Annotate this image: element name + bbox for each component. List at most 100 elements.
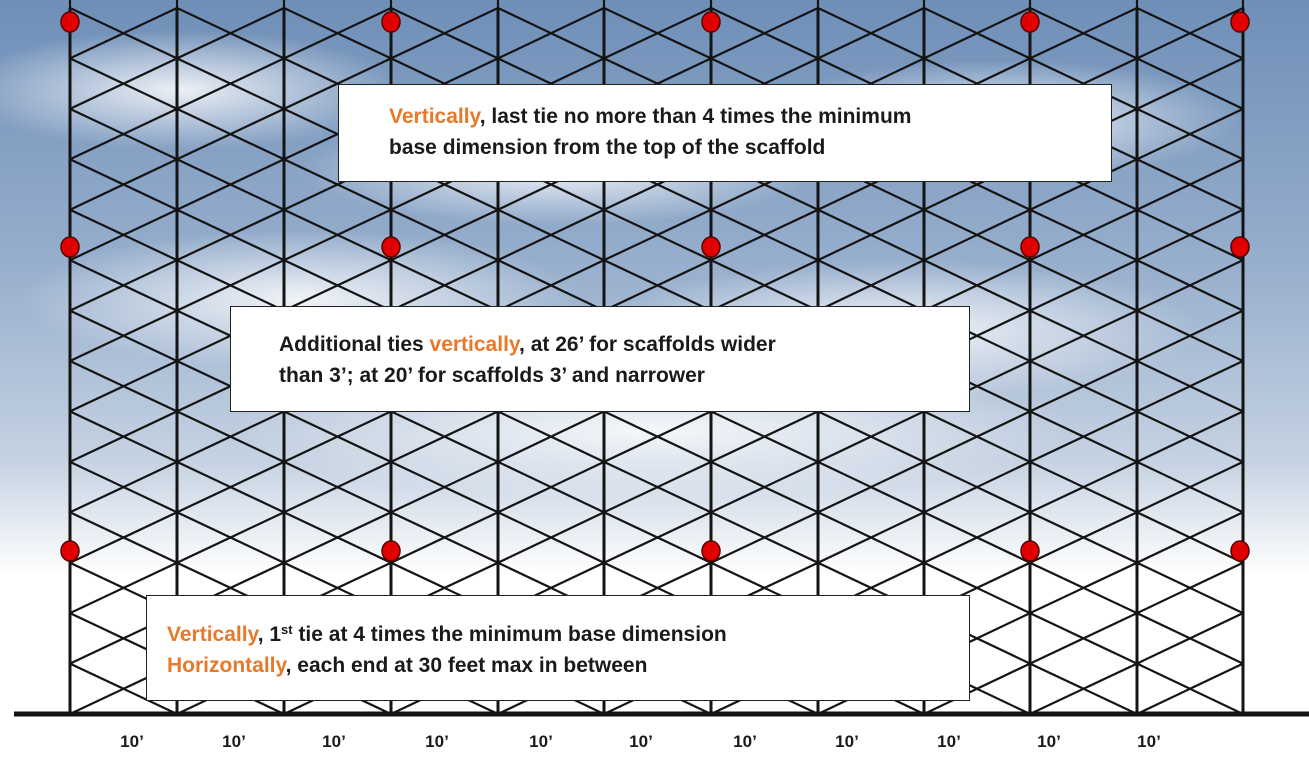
- cross-brace: [390, 284, 499, 312]
- tie-point: [381, 236, 401, 258]
- callout-mid-line2: than 3’; at 20’ for scaffolds 3’ and nar…: [279, 364, 705, 387]
- cross-brace: [1136, 31, 1244, 60]
- callout-bottom-text-b: tie at 4 times the minimum base dimensio…: [292, 623, 727, 646]
- tie-point: [701, 540, 721, 562]
- cross-brace: [497, 31, 605, 60]
- cross-brace: [923, 31, 1031, 60]
- cross-brace: [923, 183, 1031, 211]
- cross-brace: [283, 536, 392, 564]
- cross-brace: [176, 284, 285, 312]
- bay-label: 10’: [1037, 732, 1061, 751]
- tie-point: [1020, 236, 1040, 258]
- cross-brace: [69, 82, 178, 110]
- cross-brace: [817, 435, 925, 463]
- cross-brace: [69, 384, 178, 413]
- tie-point: [60, 11, 80, 33]
- cross-brace: [817, 233, 925, 262]
- cross-brace: [1029, 435, 1138, 463]
- bay-label: 10’: [835, 732, 859, 751]
- callout-top-text-1: , last tie no more than 4 times the mini…: [479, 105, 912, 128]
- cross-brace: [1136, 233, 1244, 262]
- cross-brace: [710, 435, 819, 463]
- cross-brace: [710, 284, 819, 312]
- cross-brace: [1029, 384, 1138, 413]
- cross-brace: [69, 536, 178, 564]
- callout-bottom-line2: Horizontally, each end at 30 feet max in…: [167, 650, 969, 681]
- cross-brace: [1029, 233, 1138, 262]
- cross-brace: [710, 233, 819, 262]
- cross-brace: [69, 132, 178, 161]
- cross-brace: [390, 485, 499, 514]
- callout-mid-text-before: Additional ties: [279, 333, 430, 356]
- tie-point: [60, 540, 80, 562]
- cross-brace: [710, 31, 819, 60]
- cross-brace: [283, 183, 392, 211]
- cross-brace: [176, 132, 285, 161]
- cross-brace: [176, 233, 285, 262]
- tie-points: [60, 11, 1250, 562]
- cross-brace: [283, 233, 392, 262]
- bay-label: 10’: [629, 732, 653, 751]
- tie-point: [60, 236, 80, 258]
- cross-brace: [69, 334, 178, 362]
- callout-bottom-line1: Vertically, 1st tie at 4 times the minim…: [167, 619, 969, 650]
- callout-top-highlight: Vertically: [389, 105, 480, 128]
- tie-point: [1230, 11, 1250, 33]
- cross-brace: [603, 233, 712, 262]
- cross-brace: [69, 233, 178, 262]
- cross-brace: [497, 536, 605, 564]
- cross-brace: [923, 284, 1031, 312]
- cross-brace: [69, 31, 178, 60]
- bay-label: 10’: [1137, 732, 1161, 751]
- cross-brace: [710, 183, 819, 211]
- callout-bottom-text-c: , each end at 30 feet max in between: [285, 654, 648, 677]
- cross-brace: [923, 435, 1031, 463]
- cross-brace: [390, 536, 499, 564]
- cross-brace: [817, 183, 925, 211]
- bay-label: 10’: [322, 732, 346, 751]
- cross-brace: [1029, 687, 1138, 715]
- tie-point: [701, 11, 721, 33]
- cross-brace: [1029, 31, 1138, 60]
- cross-brace: [390, 233, 499, 262]
- cross-brace: [283, 485, 392, 514]
- cross-brace: [69, 687, 178, 715]
- cross-brace: [1136, 485, 1244, 514]
- cross-brace: [497, 183, 605, 211]
- cross-brace: [1029, 334, 1138, 362]
- cross-brace: [1136, 284, 1244, 312]
- cross-brace: [69, 435, 178, 463]
- cross-brace: [923, 536, 1031, 564]
- cross-brace: [176, 31, 285, 60]
- bay-label: 10’: [733, 732, 757, 751]
- tie-point: [381, 540, 401, 562]
- cross-brace: [283, 435, 392, 463]
- cross-brace: [1136, 586, 1244, 615]
- callout-top-line2: base dimension from the top of the scaff…: [389, 136, 826, 159]
- cross-brace: [1136, 132, 1244, 161]
- tie-point: [701, 236, 721, 258]
- cross-brace: [1136, 687, 1244, 715]
- callout-bottom-text-a: , 1: [257, 623, 282, 646]
- cross-brace: [497, 284, 605, 312]
- cross-brace: [923, 485, 1031, 514]
- cross-brace: [817, 31, 925, 60]
- cross-brace: [603, 284, 712, 312]
- bay-label: 10’: [425, 732, 449, 751]
- cross-brace: [176, 485, 285, 514]
- cross-brace: [390, 435, 499, 463]
- cross-brace: [1136, 82, 1244, 110]
- cross-brace: [1136, 435, 1244, 463]
- cross-brace: [69, 485, 178, 514]
- cross-brace: [1029, 637, 1138, 665]
- callout-mid-line1: Additional ties vertically, at 26’ for s…: [279, 329, 969, 360]
- cross-brace: [1029, 586, 1138, 615]
- cross-brace: [390, 183, 499, 211]
- cross-brace: [69, 183, 178, 211]
- cross-brace: [176, 183, 285, 211]
- tie-point: [1230, 236, 1250, 258]
- callout-mid-highlight: vertically: [429, 333, 520, 356]
- cross-brace: [603, 536, 712, 564]
- cross-brace: [176, 82, 285, 110]
- cross-brace: [497, 485, 605, 514]
